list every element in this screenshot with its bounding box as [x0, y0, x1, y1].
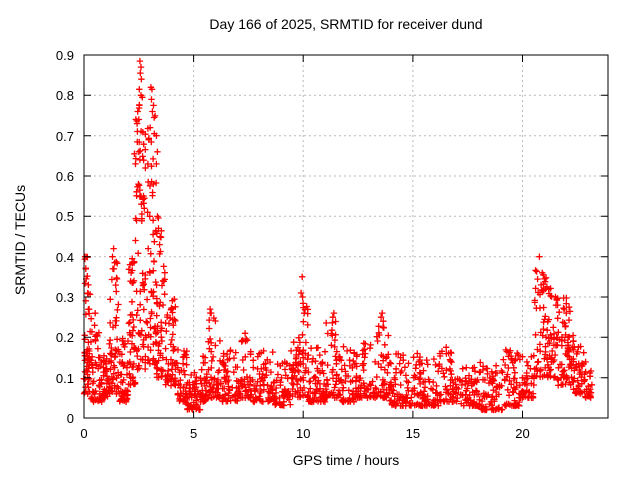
y-tick-label: 0.3 [55, 290, 74, 305]
y-tick-label: 0.5 [55, 209, 74, 225]
y-tick-label: 0.2 [55, 330, 74, 346]
y-tick-label: 0.6 [55, 169, 74, 184]
x-tick-label: 20 [515, 426, 530, 441]
x-axis-label: GPS time / hours [292, 452, 400, 468]
x-tick-label: 5 [189, 426, 198, 441]
x-tick-label: 0 [80, 426, 88, 441]
y-tick-label: 0 [66, 411, 74, 426]
chart-title: Day 166 of 2025, SRMTID for receiver dun… [209, 16, 483, 32]
axis-ticks [83, 54, 608, 419]
plot-frame [83, 54, 609, 419]
scatter-points [80, 57, 596, 414]
x-tick-label: 15 [405, 426, 421, 441]
y-tick-label: 0.8 [55, 88, 74, 104]
y-tick-label: 0.7 [55, 128, 74, 144]
y-tick-label: 0.4 [55, 249, 74, 265]
x-tick-label: 10 [296, 426, 311, 441]
y-tick-label: 0.1 [55, 370, 74, 386]
y-tick-label: 0.9 [55, 48, 74, 63]
